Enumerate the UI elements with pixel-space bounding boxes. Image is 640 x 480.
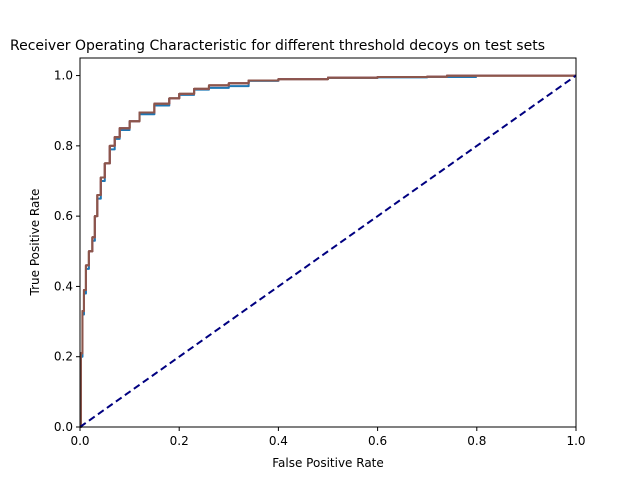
y-axis-label: True Positive Rate bbox=[28, 189, 42, 297]
y-tick-label: 0.4 bbox=[54, 279, 73, 293]
x-tick-label: 0.0 bbox=[70, 434, 89, 448]
x-tick-label: 0.8 bbox=[467, 434, 486, 448]
y-axis-ticks: 0.0 0.2 0.4 0.6 0.8 1.0 bbox=[54, 69, 80, 434]
plot-area: 0.0 0.2 0.4 0.6 0.8 1.0 0.0 0.2 0.4 0.6 0.8 1.0 bbox=[54, 57, 586, 448]
x-tick-label: 0.6 bbox=[368, 434, 387, 448]
axes-frame bbox=[79, 57, 577, 428]
x-tick-label: 0.2 bbox=[170, 434, 189, 448]
y-tick-label: 0.0 bbox=[54, 420, 73, 434]
y-tick-label: 0.8 bbox=[54, 139, 73, 153]
y-tick-label: 0.6 bbox=[54, 209, 73, 223]
axes-background bbox=[80, 58, 576, 427]
roc-curve-series-6 bbox=[79, 74, 576, 428]
x-tick-label: 0.4 bbox=[269, 434, 288, 448]
x-axis-ticks: 0.0 0.2 0.4 0.6 0.8 1.0 bbox=[70, 427, 586, 448]
y-tick-label: 0.2 bbox=[54, 350, 73, 364]
chart-title: Receiver Operating Characteristic for di… bbox=[10, 38, 545, 54]
x-axis-label: False Positive Rate bbox=[272, 456, 384, 470]
y-tick-label: 1.0 bbox=[54, 69, 73, 83]
chance-diagonal-line bbox=[79, 74, 577, 428]
series-layer bbox=[79, 74, 577, 428]
x-tick-label: 1.0 bbox=[566, 434, 585, 448]
